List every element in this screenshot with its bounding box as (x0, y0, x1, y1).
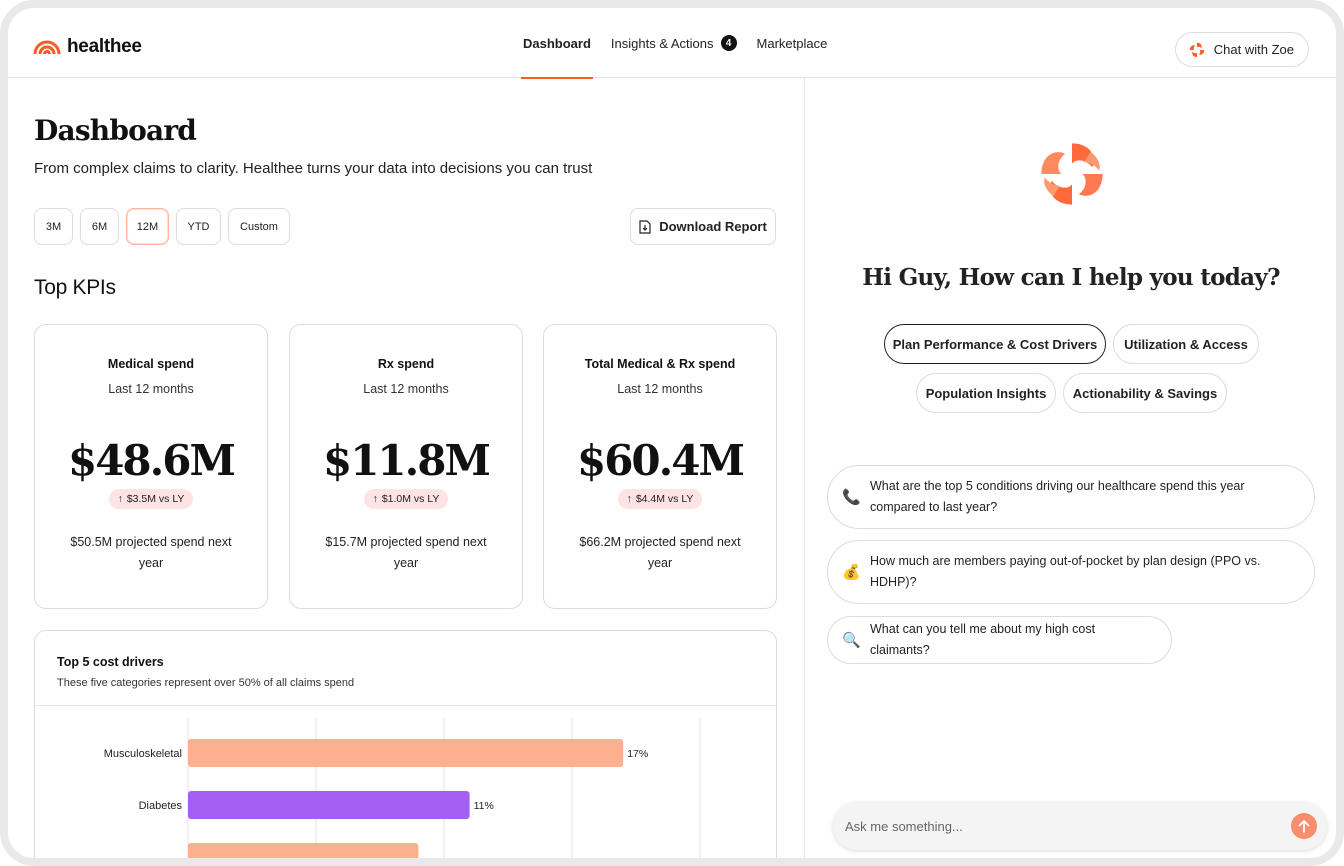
nav-dashboard[interactable]: Dashboard (513, 8, 601, 79)
nav-insights-actions[interactable]: Insights & Actions 4 (601, 8, 747, 78)
kpi-value: $48.6M (67, 436, 236, 485)
nav-insights-label: Insights & Actions (610, 35, 714, 51)
ask-input-bar (833, 802, 1327, 850)
download-file-icon (639, 219, 651, 234)
bar (188, 791, 470, 819)
arrow-up-icon: ↑ (372, 493, 378, 505)
suggested-question[interactable]: 📞 What are the top 5 conditions driving … (827, 465, 1315, 529)
question-text: What are the top 5 conditions driving ou… (870, 479, 1245, 514)
zoe-swirl-logo-icon (1041, 143, 1103, 205)
suggested-question[interactable]: 🔍 What can you tell me about my high cos… (827, 616, 1172, 664)
arrow-up-icon: ↑ (117, 493, 123, 505)
bar-partial (188, 843, 419, 858)
brand-name: healthee (67, 36, 142, 57)
range-12m-button[interactable]: 12M (126, 208, 169, 245)
arrow-up-icon (1298, 820, 1310, 833)
money-bag-icon: 💰 (842, 563, 861, 581)
kpi-delta-text: $3.5M vs LY (126, 493, 185, 505)
kpi-delta-text: $4.4M vs LY (635, 493, 694, 505)
phone-icon: 📞 (842, 488, 861, 506)
cost-drivers-title: Top 5 cost drivers (57, 655, 164, 669)
ask-input[interactable] (845, 809, 1291, 843)
assistant-panel: Hi Guy, How can I help you today? Plan P… (806, 78, 1336, 858)
category-label: Diabetes (139, 800, 183, 812)
kpi-section-title: Top KPIs (34, 276, 116, 299)
zoe-swirl-icon (1189, 42, 1204, 57)
cost-drivers-header: Top 5 cost drivers These five categories… (35, 631, 776, 706)
top-header: healthee Dashboard Insights & Actions 4 … (8, 8, 1336, 79)
kpi-value: $11.8M (322, 436, 491, 485)
kpi-period: Last 12 months (108, 382, 194, 396)
question-text: How much are members paying out-of-pocke… (870, 554, 1261, 589)
range-6m-button[interactable]: 6M (80, 208, 119, 245)
kpi-period: Last 12 months (617, 382, 703, 396)
kpi-name: Medical spend (107, 357, 195, 371)
bar (188, 739, 624, 767)
kpi-delta-badge: ↑ $1.0M vs LY (363, 489, 449, 509)
range-custom-button[interactable]: Custom (228, 208, 290, 245)
cost-drivers-card: Top 5 cost drivers These five categories… (34, 630, 777, 858)
download-report-label: Download Report (659, 219, 767, 234)
healthee-logo-icon (33, 40, 61, 55)
chat-button-label: Chat with Zoe (1213, 42, 1294, 57)
brand-logo[interactable]: healthee (33, 36, 142, 58)
cost-drivers-subtitle: These five categories represent over 50%… (57, 677, 355, 689)
kpi-delta-badge: ↑ $4.4M vs LY (617, 489, 703, 509)
nav-marketplace[interactable]: Marketplace (747, 8, 838, 78)
kpi-value: $60.4M (576, 436, 745, 485)
value-label: 11% (474, 800, 494, 812)
nav-dashboard-label: Dashboard (523, 35, 591, 51)
send-button[interactable] (1291, 813, 1317, 839)
kpi-name: Rx spend (377, 357, 435, 371)
suggested-question[interactable]: 💰 How much are members paying out-of-poc… (827, 540, 1315, 604)
magnifier-icon: 🔍 (842, 631, 861, 649)
main-nav: Dashboard Insights & Actions 4 Marketpla… (513, 8, 838, 79)
kpi-card-total-spend: Total Medical & Rx spend Last 12 months … (543, 324, 777, 609)
page-title: Dashboard (34, 114, 197, 147)
download-report-button[interactable]: Download Report (630, 208, 776, 245)
insights-count-badge: 4 (720, 35, 737, 51)
topic-chip-population[interactable]: Population Insights (916, 373, 1056, 413)
kpi-projection: $66.2M projected spend next year (579, 535, 741, 570)
kpi-delta-badge: ↑ $3.5M vs LY (108, 489, 194, 509)
category-label: Musculoskeletal (104, 748, 182, 760)
cost-drivers-chart: Musculoskeletal 17% Diabetes 11% (104, 717, 701, 858)
kpi-card-medical-spend: Medical spend Last 12 months $48.6M ↑ $3… (34, 324, 268, 609)
value-label: 17% (627, 748, 648, 760)
arrow-up-icon: ↑ (626, 493, 632, 505)
page-subtitle: From complex claims to clarity. Healthee… (34, 160, 593, 177)
range-3m-button[interactable]: 3M (34, 208, 73, 245)
topic-chip-utilization[interactable]: Utilization & Access (1113, 324, 1259, 364)
kpi-projection: $15.7M projected spend next year (325, 535, 487, 570)
kpi-card-rx-spend: Rx spend Last 12 months $11.8M ↑ $1.0M v… (289, 324, 523, 609)
range-ytd-button[interactable]: YTD (176, 208, 221, 245)
topic-chip-actionability[interactable]: Actionability & Savings (1063, 373, 1227, 413)
kpi-delta-text: $1.0M vs LY (381, 493, 440, 505)
time-range-selector: 3M 6M 12M YTD Custom (34, 208, 290, 245)
nav-marketplace-label: Marketplace (756, 35, 828, 51)
kpi-name: Total Medical & Rx spend (584, 357, 736, 371)
kpi-period: Last 12 months (363, 382, 449, 396)
question-text: What can you tell me about my high cost … (870, 622, 1096, 657)
dashboard-panel: Dashboard From complex claims to clarity… (8, 78, 805, 858)
assistant-greeting: Hi Guy, How can I help you today? (862, 264, 1280, 291)
chat-with-zoe-button[interactable]: Chat with Zoe (1174, 32, 1309, 67)
topic-chip-plan-performance[interactable]: Plan Performance & Cost Drivers (884, 324, 1106, 364)
kpi-projection: $50.5M projected spend next year (70, 535, 232, 570)
